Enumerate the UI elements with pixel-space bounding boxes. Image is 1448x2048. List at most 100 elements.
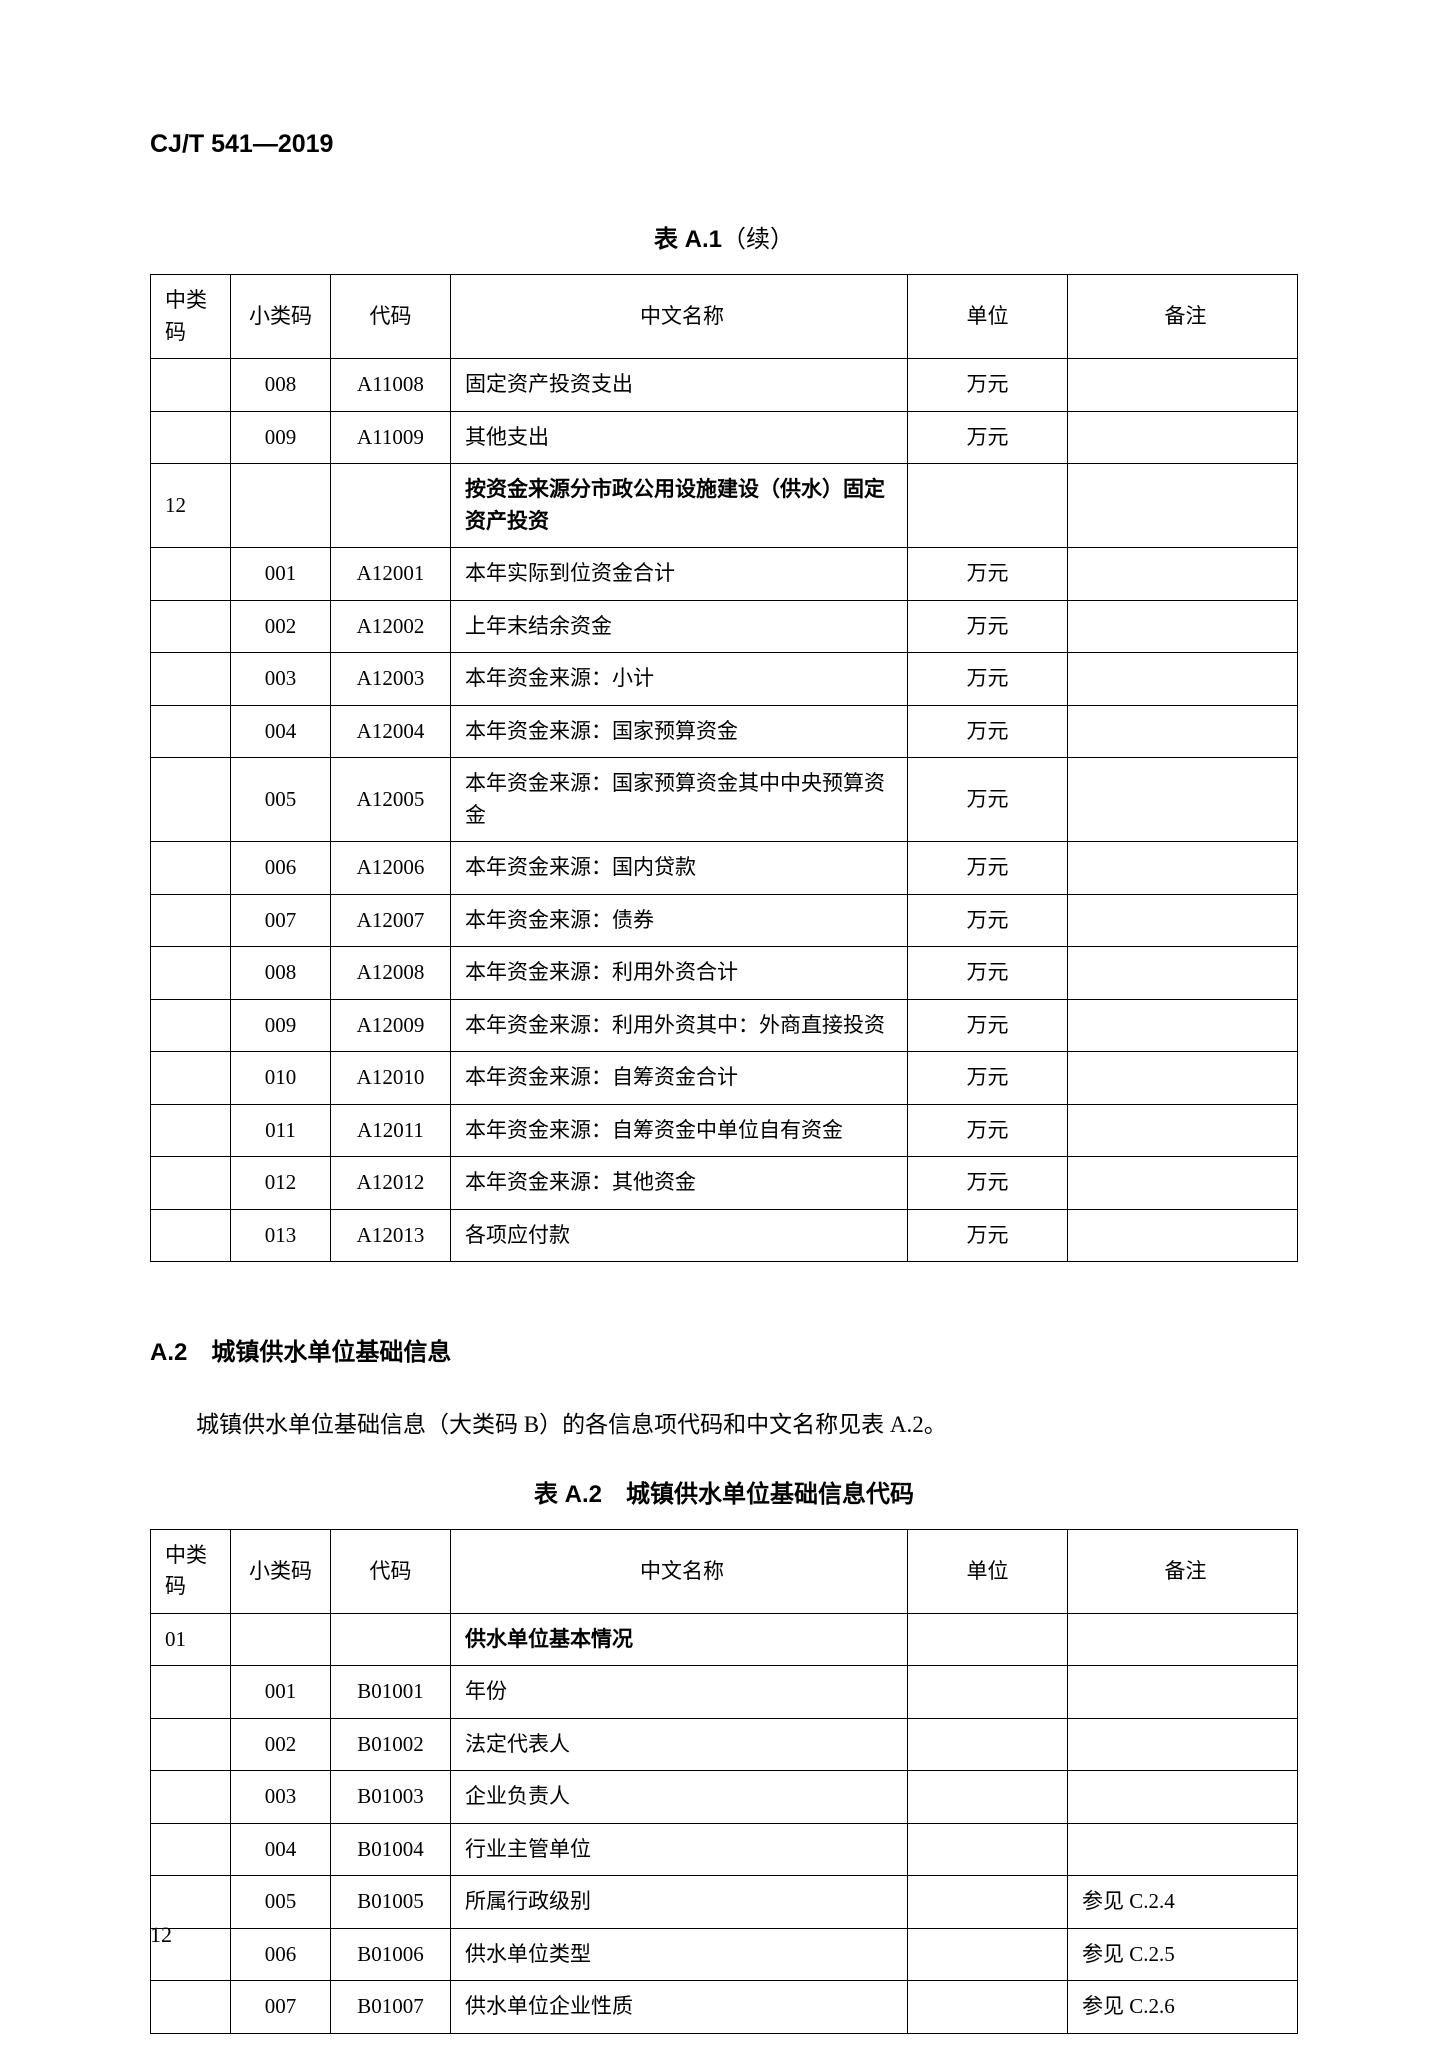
- table-row: 013A12013各项应付款万元: [151, 1209, 1298, 1262]
- table-cell: [1068, 1104, 1298, 1157]
- table-cell: 企业负责人: [451, 1771, 908, 1824]
- table-cell: [1068, 1613, 1298, 1666]
- table-row: 005A12005本年资金来源：国家预算资金其中中央预算资金万元: [151, 758, 1298, 842]
- table-cell: 本年资金来源：利用外资其中：外商直接投资: [451, 999, 908, 1052]
- table-cell: [151, 548, 231, 601]
- table-cell: 万元: [908, 1157, 1068, 1210]
- table-cell: 005: [231, 758, 331, 842]
- table-cell: 法定代表人: [451, 1718, 908, 1771]
- table-cell: [151, 999, 231, 1052]
- table-cell: A12004: [331, 705, 451, 758]
- table-cell: [151, 1823, 231, 1876]
- table-row: 008A11008固定资产投资支出万元: [151, 359, 1298, 412]
- table-cell: 参见 C.2.4: [1068, 1876, 1298, 1929]
- table-cell: 年份: [451, 1666, 908, 1719]
- table-cell: A12001: [331, 548, 451, 601]
- table-cell: [151, 1209, 231, 1262]
- table-cell: [151, 359, 231, 412]
- table-cell: 004: [231, 1823, 331, 1876]
- table-cell: B01003: [331, 1771, 451, 1824]
- table-cell: 本年资金来源：小计: [451, 653, 908, 706]
- table-cell: 002: [231, 600, 331, 653]
- th-note: 备注: [1068, 1529, 1298, 1613]
- th-name: 中文名称: [451, 1529, 908, 1613]
- table-row: 001A12001本年实际到位资金合计万元: [151, 548, 1298, 601]
- table-cell: [1068, 758, 1298, 842]
- table-cell: 万元: [908, 1052, 1068, 1105]
- table-cell: 本年资金来源：自筹资金中单位自有资金: [451, 1104, 908, 1157]
- table-cell: [1068, 653, 1298, 706]
- table-cell: [151, 653, 231, 706]
- table-cell: 万元: [908, 947, 1068, 1000]
- table-cell: 001: [231, 548, 331, 601]
- table-cell: A12006: [331, 842, 451, 895]
- table-row: 009A12009本年资金来源：利用外资其中：外商直接投资万元: [151, 999, 1298, 1052]
- table-row: 01供水单位基本情况: [151, 1613, 1298, 1666]
- table-cell: A12003: [331, 653, 451, 706]
- table-cell: A12008: [331, 947, 451, 1000]
- table-cell: A12011: [331, 1104, 451, 1157]
- table-cell: 行业主管单位: [451, 1823, 908, 1876]
- table-cell: [1068, 705, 1298, 758]
- table-cell: [231, 464, 331, 548]
- table-cell: [1068, 411, 1298, 464]
- table-cell: 万元: [908, 411, 1068, 464]
- table-cell: 其他支出: [451, 411, 908, 464]
- table-cell: 万元: [908, 705, 1068, 758]
- table-cell: [151, 1052, 231, 1105]
- table-cell: [908, 1981, 1068, 2034]
- table-cell: A12013: [331, 1209, 451, 1262]
- table-row: 010A12010本年资金来源：自筹资金合计万元: [151, 1052, 1298, 1105]
- table-cell: 万元: [908, 758, 1068, 842]
- table-cell: 12: [151, 464, 231, 548]
- table-cell: 各项应付款: [451, 1209, 908, 1262]
- table-cell: 万元: [908, 894, 1068, 947]
- table-cell: [151, 1718, 231, 1771]
- table-cell: 万元: [908, 842, 1068, 895]
- table-cell: [1068, 359, 1298, 412]
- table-cell: [908, 464, 1068, 548]
- table-cell: 005: [231, 1876, 331, 1929]
- th-note: 备注: [1068, 275, 1298, 359]
- table-cell: [151, 758, 231, 842]
- table-cell: [231, 1613, 331, 1666]
- table-cell: 万元: [908, 548, 1068, 601]
- th-sub: 小类码: [231, 1529, 331, 1613]
- table-cell: 006: [231, 842, 331, 895]
- table-cell: 本年实际到位资金合计: [451, 548, 908, 601]
- table-cell: B01004: [331, 1823, 451, 1876]
- section-a2-text: 城镇供水单位基础信息（大类码 B）的各信息项代码和中文名称见表 A.2。: [150, 1407, 1298, 1444]
- page-number: 12: [150, 1922, 172, 1948]
- table-cell: 007: [231, 1981, 331, 2034]
- section-a2-heading: A.2 城镇供水单位基础信息: [150, 1332, 1298, 1367]
- table-header-row: 中类码 小类码 代码 中文名称 单位 备注: [151, 1529, 1298, 1613]
- table-cell: [151, 947, 231, 1000]
- table-cell: 010: [231, 1052, 331, 1105]
- table-cell: [331, 464, 451, 548]
- table-cell: [151, 1771, 231, 1824]
- table-cell: 009: [231, 999, 331, 1052]
- th-code: 代码: [331, 275, 451, 359]
- table-cell: [151, 411, 231, 464]
- table-cell: A12005: [331, 758, 451, 842]
- th-code: 代码: [331, 1529, 451, 1613]
- table-cell: 008: [231, 947, 331, 1000]
- table-cell: 参见 C.2.5: [1068, 1928, 1298, 1981]
- table-cell: [1068, 1052, 1298, 1105]
- table-row: 006A12006本年资金来源：国内贷款万元: [151, 842, 1298, 895]
- caption-suffix: （续）: [722, 226, 794, 253]
- table-cell: [1068, 1666, 1298, 1719]
- table-cell: 本年资金来源：国内贷款: [451, 842, 908, 895]
- table-cell: 004: [231, 705, 331, 758]
- table-cell: [1068, 1823, 1298, 1876]
- table-cell: [1068, 1771, 1298, 1824]
- table-row: 001B01001年份: [151, 1666, 1298, 1719]
- table-cell: 007: [231, 894, 331, 947]
- table-a1-caption: 表 A.1（续）: [150, 219, 1298, 254]
- table-cell: B01007: [331, 1981, 451, 2034]
- table-cell: [151, 600, 231, 653]
- table-cell: B01006: [331, 1928, 451, 1981]
- table-row: 004A12004本年资金来源：国家预算资金万元: [151, 705, 1298, 758]
- table-cell: A11008: [331, 359, 451, 412]
- table-cell: A12009: [331, 999, 451, 1052]
